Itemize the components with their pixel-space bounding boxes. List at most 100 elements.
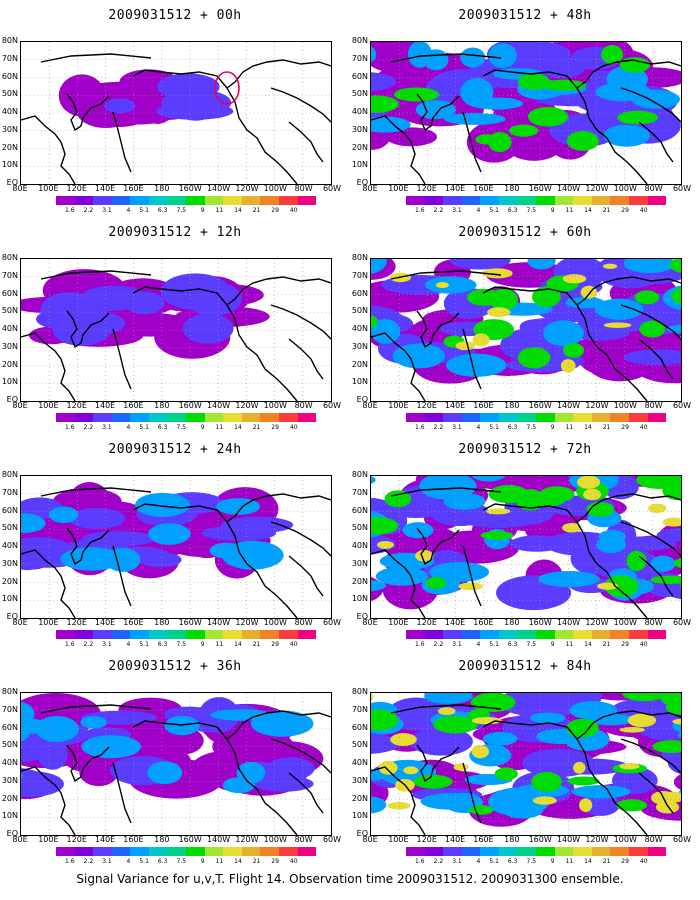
coastline xyxy=(112,111,132,173)
colorbar-labels: 1.6 2.2 3.1 4 5.1 6.3 7.5 9 11 14 21 29 40 xyxy=(406,207,666,215)
panel-title: 2009031512 + 84h xyxy=(458,659,592,674)
coastline xyxy=(226,276,331,306)
variance-blob xyxy=(468,805,494,815)
colorbar-level-label: 11 xyxy=(215,424,224,431)
latitude-label: 60N xyxy=(351,288,368,298)
colorbar-level-label: 14 xyxy=(234,424,242,431)
colorbar-swatch xyxy=(260,630,279,639)
latitude-label: 10N xyxy=(1,160,18,170)
colorbar-level-label: 3.1 xyxy=(452,641,462,648)
variance-blob xyxy=(453,763,469,771)
coastline xyxy=(66,527,110,566)
colorbar-swatch xyxy=(591,196,611,205)
colorbar-swatch xyxy=(424,630,444,639)
coastline xyxy=(288,772,324,814)
latitude-axis: 80N 70N 60N 50N 40N 30N 20N 10N EQ xyxy=(0,471,20,621)
latitude-label: 20N xyxy=(1,142,18,152)
variance-blob xyxy=(472,333,490,347)
variance-blob xyxy=(571,785,631,799)
map-plot-area xyxy=(370,692,682,836)
colorbar-swatch xyxy=(241,630,261,639)
longitude-label: 140E xyxy=(444,618,466,627)
colorbar-level-label: 3.1 xyxy=(452,207,462,214)
colorbar-level-label: 2.2 xyxy=(83,207,94,214)
colorbar-level-label: 21 xyxy=(602,641,611,648)
latitude-label: 20N xyxy=(351,142,368,152)
variance-blob xyxy=(566,130,599,151)
variance-blob xyxy=(652,740,681,753)
variance-blob xyxy=(494,767,518,781)
latitude-label: 10N xyxy=(351,377,368,387)
map-panel-24h: 2009031512 + 24h 80N 70N 60N 50N 40N 30N 20N 10N… xyxy=(0,434,350,649)
colorbar-swatch xyxy=(260,847,279,856)
colorbar-swatch xyxy=(628,413,648,422)
colorbar-swatch xyxy=(186,847,205,856)
colorbar-level-label: 14 xyxy=(234,858,242,865)
latitude-label: EQ xyxy=(356,612,368,621)
colorbar-level-label: 29 xyxy=(271,641,279,648)
longitude-label: 100W xyxy=(263,618,287,627)
colorbar-level-label: 5.1 xyxy=(489,207,499,214)
colorbar-level-label: 1.6 xyxy=(415,207,425,214)
variance-blob xyxy=(656,527,681,542)
variance-blob xyxy=(562,523,582,533)
colorbar-swatch xyxy=(610,847,629,856)
variance-blob xyxy=(371,259,387,274)
coastline xyxy=(462,545,482,607)
colorbar xyxy=(56,630,317,639)
colorbar-swatch xyxy=(93,630,112,639)
colorbar-swatch xyxy=(223,196,242,205)
latitude-label: 10N xyxy=(351,160,368,170)
variance-blob xyxy=(679,583,681,589)
map-plot-area xyxy=(20,475,332,619)
variance-map xyxy=(21,259,331,401)
variance-blob xyxy=(486,307,511,318)
colorbar-level-label: 3.1 xyxy=(102,207,112,214)
longitude-label: 120W xyxy=(235,401,259,410)
colorbar-level-label: 40 xyxy=(289,207,298,214)
colorbar-swatch xyxy=(56,847,75,856)
variance-blob xyxy=(371,580,386,592)
longitude-label: 140W xyxy=(206,184,231,193)
latitude-label: 70N xyxy=(1,704,18,714)
colorbar xyxy=(56,847,317,856)
colorbar-swatch xyxy=(297,196,317,205)
variance-blob xyxy=(666,324,681,335)
latitude-label: 30N xyxy=(351,341,368,351)
variance-blob xyxy=(498,693,563,716)
variance-blob xyxy=(617,110,659,125)
colorbar-swatch xyxy=(517,413,537,422)
colorbar-swatch xyxy=(167,196,187,205)
colorbar-swatch xyxy=(498,847,518,856)
colorbar-level-label: 6.3 xyxy=(157,424,168,431)
longitude-label: 180 xyxy=(154,618,170,627)
longitude-label: 120E xyxy=(416,618,437,627)
variance-contour-level xyxy=(21,492,284,572)
coastline xyxy=(390,487,502,497)
variance-map xyxy=(21,42,331,184)
colorbar-swatch xyxy=(223,413,242,422)
longitude-label: 120W xyxy=(235,184,259,193)
latitude-axis: 80N 70N 60N 50N 40N 30N 20N 10N EQ xyxy=(350,37,370,187)
longitude-label: 140E xyxy=(444,401,466,410)
coastline xyxy=(416,93,460,132)
longitude-label: 100E xyxy=(388,184,409,193)
variance-blob xyxy=(619,57,650,73)
coastline xyxy=(416,744,460,783)
coastline xyxy=(21,766,76,835)
variance-blob xyxy=(392,343,445,369)
colorbar-swatch xyxy=(241,847,261,856)
variance-blob xyxy=(538,571,600,588)
colorbar-swatch xyxy=(130,847,149,856)
variance-blob xyxy=(80,715,107,729)
colorbar-level-label: 2.2 xyxy=(83,641,94,648)
variance-blob xyxy=(573,761,586,774)
colorbar xyxy=(406,413,667,422)
variance-blob xyxy=(527,259,556,270)
panel-title: 2009031512 + 24h xyxy=(108,442,242,457)
colorbar-swatch xyxy=(628,630,648,639)
longitude-label: 100E xyxy=(38,184,59,193)
colorbar-level-label: 40 xyxy=(639,641,648,648)
colorbar-swatch xyxy=(647,413,667,422)
longitude-label: 160W xyxy=(528,618,552,627)
